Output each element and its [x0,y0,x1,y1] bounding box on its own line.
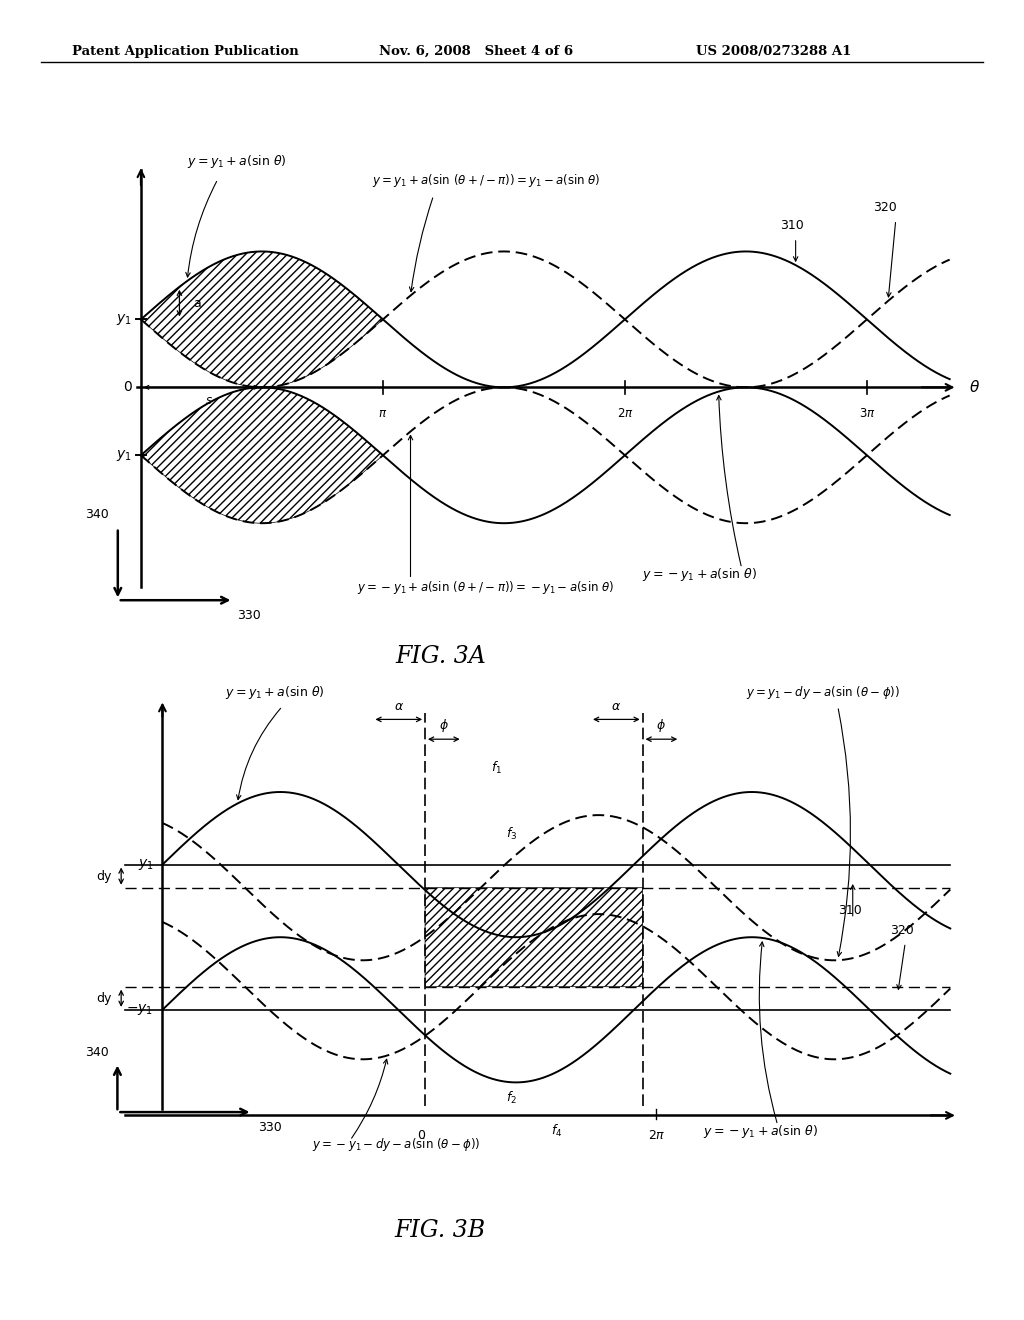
Text: 320: 320 [872,201,896,214]
Text: $y_1$: $y_1$ [116,312,132,327]
Text: $f_2$: $f_2$ [506,1090,517,1106]
Text: $y=y_1-dy-a(\sin\,(\theta-\phi))$: $y=y_1-dy-a(\sin\,(\theta-\phi))$ [745,684,900,701]
Text: $\phi$: $\phi$ [439,717,449,734]
Text: 340: 340 [85,508,109,521]
Text: $\theta$: $\theta$ [969,379,980,395]
Text: $y=-y_1+a(\sin\,\theta)$: $y=-y_1+a(\sin\,\theta)$ [642,565,757,582]
Text: $\alpha$: $\alpha$ [394,700,403,713]
Text: $2\pi$: $2\pi$ [647,1129,666,1142]
Text: 0: 0 [123,380,132,395]
Text: dy: dy [96,870,112,883]
Text: FIG. 3B: FIG. 3B [395,1218,485,1242]
Text: a: a [194,297,201,310]
Text: $y=-y_1+a(\sin\,(\theta+/-\pi))=-y_1-a(\sin\,\theta)$: $y=-y_1+a(\sin\,(\theta+/-\pi))=-y_1-a(\… [356,579,614,597]
Text: $f_3$: $f_3$ [506,826,517,842]
Text: $y=-y_1+a(\sin\,\theta)$: $y=-y_1+a(\sin\,\theta)$ [702,1123,818,1140]
Text: $y_1$: $y_1$ [116,447,132,463]
Text: $-y_1$: $-y_1$ [126,1002,154,1018]
Text: $f_1$: $f_1$ [490,760,502,776]
Text: $y=y_1+a(\sin\,\theta)$: $y=y_1+a(\sin\,\theta)$ [187,153,287,170]
Text: $y=-y_1-dy-a(\sin\,(\theta-\phi))$: $y=-y_1-dy-a(\sin\,(\theta-\phi))$ [312,1137,481,1154]
Text: 310: 310 [838,904,861,917]
Text: $3\pi$: $3\pi$ [858,408,876,420]
Text: 310: 310 [780,219,804,232]
Text: $\alpha$: $\alpha$ [611,700,622,713]
Text: Patent Application Publication: Patent Application Publication [72,45,298,58]
Text: $f_4$: $f_4$ [551,1123,562,1139]
Text: US 2008/0273288 A1: US 2008/0273288 A1 [696,45,852,58]
Text: 0: 0 [418,1129,425,1142]
Text: $\pi$: $\pi$ [378,408,387,420]
Text: dy: dy [96,991,112,1005]
Text: 330: 330 [238,610,261,622]
Text: Nov. 6, 2008   Sheet 4 of 6: Nov. 6, 2008 Sheet 4 of 6 [379,45,573,58]
Text: s: s [206,393,212,407]
Text: $y_1$: $y_1$ [137,857,154,873]
Text: $\phi$: $\phi$ [656,717,667,734]
Text: 330: 330 [258,1121,283,1134]
Text: $y=y_1+a(\sin\,\theta)$: $y=y_1+a(\sin\,\theta)$ [225,684,325,701]
Text: $y=y_1+a(\sin\,(\theta+/-\pi))=y_1-a(\sin\,\theta)$: $y=y_1+a(\sin\,(\theta+/-\pi))=y_1-a(\si… [372,172,600,189]
Text: 320: 320 [890,924,914,937]
Text: 340: 340 [85,1047,109,1059]
Text: $2\pi$: $2\pi$ [616,408,633,420]
Text: FIG. 3A: FIG. 3A [395,644,485,668]
